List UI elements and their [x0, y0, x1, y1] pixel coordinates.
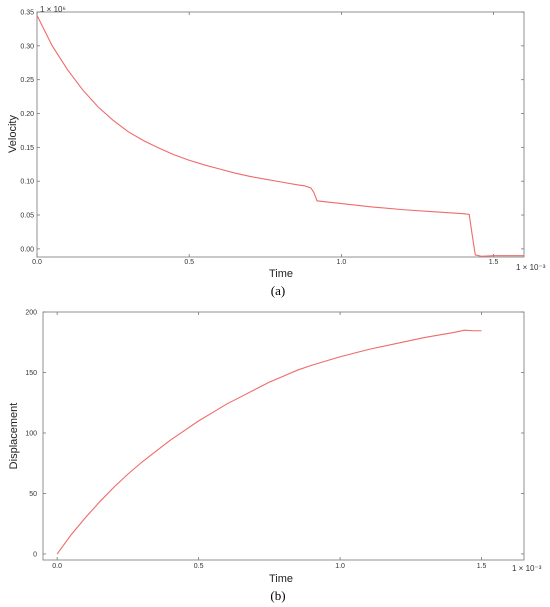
chart-a-x-tick-label: 0.5 — [184, 259, 194, 266]
chart-a-frame — [36, 11, 525, 258]
chart-a: 1 × 10⁶ 0.350.300.250.200.150.100.050.00… — [7, 5, 546, 298]
chart-b-y-tick-label: 100 — [25, 430, 37, 437]
chart-b-x-ticks: 0.0 0.5 1.0 1.5 — [52, 312, 487, 570]
chart-a-y-tick-label: 0.05 — [20, 213, 34, 220]
chart-a-x-tick-label: 1.0 — [337, 259, 347, 266]
chart-a-y-axis-title: Velocity — [7, 115, 19, 153]
chart-b-y-axis-title: Displacement — [8, 403, 20, 470]
chart-a-y-ticks: 0.35 0.30 0.25 0.20 0.15 0.10 0.05 0.00 — [20, 10, 524, 253]
chart-a-x-tick-label: 1.5 — [489, 259, 499, 266]
chart-b-y-tick-label: 50 — [29, 491, 37, 498]
chart-a-x-ticks: 0.0 0.5 1.0 1.5 — [32, 12, 499, 266]
chart-b-y-tick-label: 200 — [25, 310, 37, 317]
chart-b-y-tick-label: 0 — [33, 551, 37, 558]
chart-b-x-tick-label: 0.0 — [52, 563, 62, 570]
chart-b-y-ticks: 200 150 100 50 0 — [25, 310, 524, 558]
chart-b-x-axis-title: Time — [269, 573, 293, 585]
chart-a-caption: (a) — [271, 283, 285, 298]
chart-b-caption: (b) — [270, 588, 285, 603]
chart-b-y-tick-label: 150 — [25, 370, 37, 377]
chart-b-x-tick-label: 0.5 — [194, 563, 204, 570]
chart-b-x-tick-label: 1.5 — [477, 563, 487, 570]
chart-a-y-tick-label: 0.35 — [20, 10, 34, 17]
chart-a-y-multiplier: 1 × 10⁶ — [40, 5, 66, 14]
chart-b-x-tick-label: 1.0 — [335, 563, 345, 570]
chart-a-y-tick-label: 0.00 — [20, 246, 34, 253]
chart-a-x-axis-title: Time — [269, 268, 293, 280]
chart-a-x-tick-label: 0.0 — [32, 259, 42, 266]
chart-a-y-tick-label: 0.15 — [20, 145, 34, 152]
chart-b-series-line — [56, 329, 482, 555]
chart-b-x-multiplier: 1 × 10⁻³ — [512, 564, 542, 573]
chart-a-series-line — [36, 15, 524, 257]
chart-a-x-multiplier: 1 × 10⁻³ — [516, 263, 546, 272]
chart-b-frame — [42, 311, 525, 561]
chart-a-y-tick-label: 0.25 — [20, 77, 34, 84]
chart-a-y-tick-label: 0.10 — [20, 179, 34, 186]
chart-a-y-tick-label: 0.30 — [20, 43, 34, 50]
chart-a-y-tick-label: 0.20 — [20, 111, 34, 118]
